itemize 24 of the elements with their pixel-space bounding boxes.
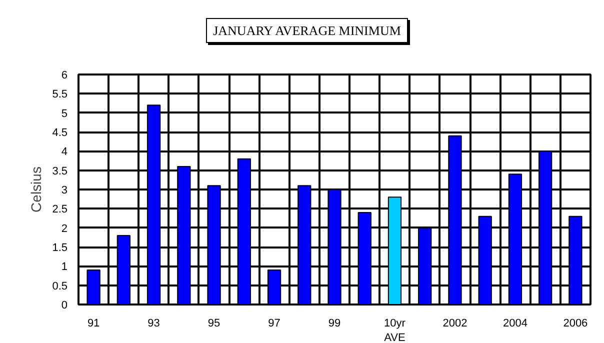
y-tick-label: 6 <box>61 70 68 82</box>
y-tick-label: 0 <box>61 300 68 312</box>
y-tick-label: 2 <box>61 222 68 235</box>
x-tick-label: 97 <box>268 318 280 330</box>
y-tick-label: 1.5 <box>52 242 68 254</box>
y-tick-label: 4.5 <box>52 127 68 139</box>
x-tick-label: 10yr AVE <box>384 318 406 343</box>
y-tick-label: 3 <box>61 184 68 196</box>
chart-title: JANUARY AVERAGE MINIMUM <box>206 18 408 44</box>
y-tick-label: 2.5 <box>52 204 68 216</box>
x-tick-label: 2004 <box>502 318 528 330</box>
x-tick-label: 2002 <box>442 318 468 330</box>
y-tick-label: 3.5 <box>52 165 68 178</box>
x-tick-label: 91 <box>87 318 100 330</box>
x-tick-label: 99 <box>328 318 341 330</box>
y-tick-label: 4 <box>61 146 68 158</box>
x-tick-label: 2006 <box>563 318 588 330</box>
x-tick-label: 93 <box>148 318 160 330</box>
y-tick-label: 1 <box>61 261 68 274</box>
y-tick-label: 0.5 <box>52 280 68 292</box>
y-axis-title: Celsius <box>28 166 44 212</box>
x-tick-label: 95 <box>208 318 220 330</box>
y-tick-label: 5.5 <box>52 88 68 101</box>
y-tick-label: 5 <box>61 108 68 120</box>
